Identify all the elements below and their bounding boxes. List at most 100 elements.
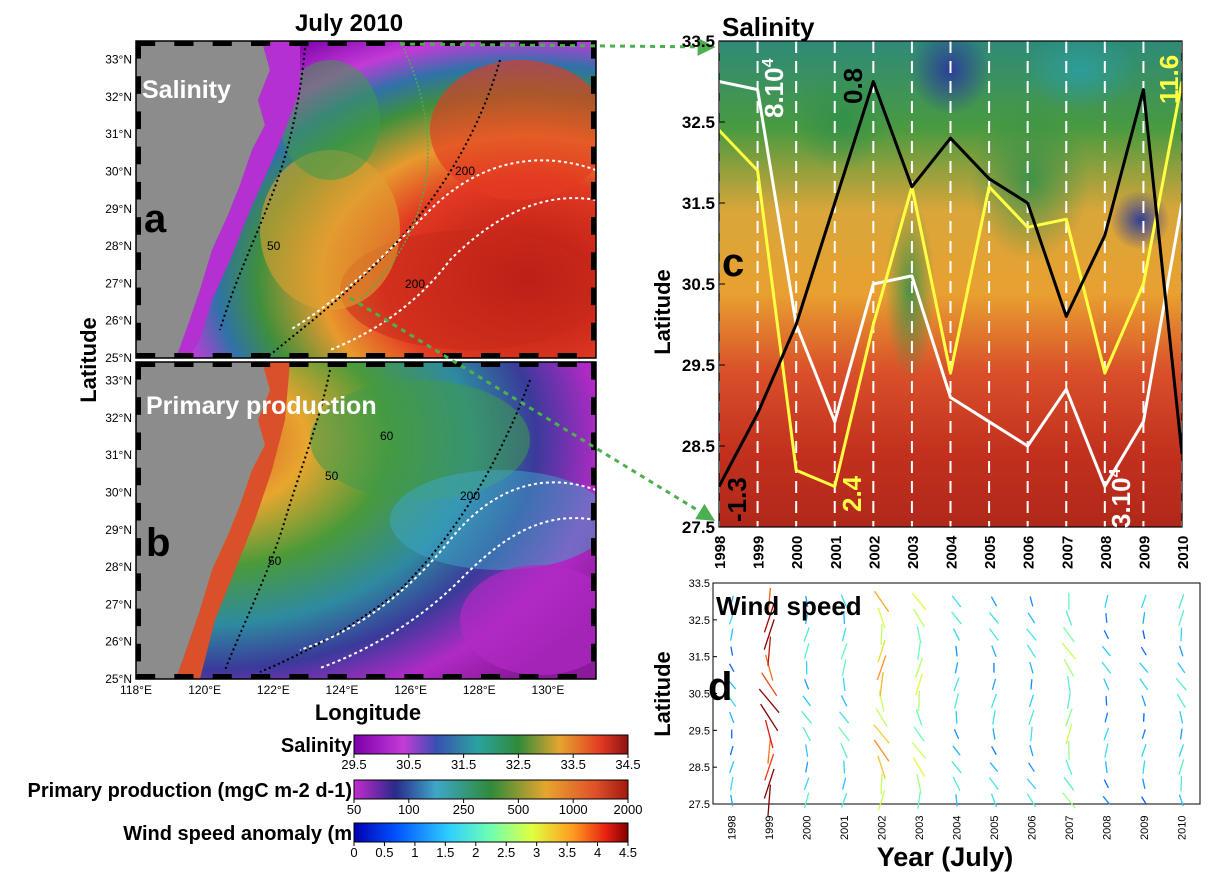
wind-vector [1175, 677, 1187, 691]
wind-vector [1141, 729, 1146, 739]
map-frame-ticks [591, 432, 596, 451]
colorbar-production: Primary production (mgC m-2 d-1) 50 100 25… [28, 779, 642, 817]
wind-vector [1178, 759, 1185, 776]
wind-vector [767, 587, 772, 615]
wind-vector [1029, 596, 1034, 607]
wind-vector [805, 595, 809, 607]
wind-vector [803, 643, 810, 660]
wind-vector [841, 777, 847, 790]
series-line-yellow [719, 81, 1182, 488]
annotation-3e4-text: 3.10 [1106, 477, 1136, 528]
map-lon-tick-label: 126°E [394, 683, 427, 697]
map-frame-ticks [136, 362, 141, 380]
wind-vector [842, 677, 846, 692]
map-lat-tick-label: 28°N [105, 239, 132, 253]
map-frame-ticks [591, 643, 596, 662]
wind-vector [764, 753, 775, 781]
colorbar-tick-label: 50 [347, 802, 361, 817]
map-frame-ticks [251, 41, 271, 46]
panel-c-xtick-label: 2010 [1175, 536, 1192, 569]
wind-vector [955, 794, 958, 807]
wind-vector [1178, 645, 1184, 657]
wind-vector [805, 744, 809, 757]
wind-vector [839, 711, 850, 724]
panel-c-xtick-label: 2001 [828, 536, 845, 569]
wind-vector [954, 662, 959, 674]
colorbar-tick-label: 1 [411, 845, 418, 860]
wind-vector [767, 737, 772, 764]
map-b-isobath-label-1: 50 [325, 469, 339, 483]
map-lat-tick-label: 33°N [105, 374, 132, 388]
panel-c-ytick-label: 28.5 [682, 437, 715, 456]
wind-vector [877, 755, 886, 779]
map-frame-ticks [251, 674, 271, 679]
wind-vector [1103, 630, 1110, 640]
map-b-isobath-label-4: 50 [268, 554, 282, 568]
wind-vector [804, 611, 809, 625]
wind-vector [1140, 646, 1147, 656]
wind-vector [805, 761, 809, 773]
map-lat-tick-label: 27°N [105, 597, 132, 611]
wind-vector [1180, 776, 1183, 792]
wind-vector [727, 694, 737, 707]
wind-vector [840, 642, 848, 660]
wind-vector [840, 742, 848, 759]
map-frame-ticks [519, 674, 539, 679]
map-frame-ticks [591, 287, 596, 306]
wind-vector [763, 603, 775, 633]
panel-d-xtick-label: 2002 [877, 816, 889, 840]
annotation-2-4: 2.4 [837, 475, 867, 512]
wind-vector [955, 711, 958, 724]
panel-d-xtick-label: 2005 [989, 816, 1001, 840]
wind-vector [838, 726, 850, 742]
panel-c-xtick-label: 2007 [1059, 536, 1076, 569]
map-b-teal-band [390, 470, 596, 570]
map-b-isobath-50 [224, 369, 331, 671]
map-frame-ticks [136, 76, 141, 94]
wind-vector [989, 777, 999, 791]
map-frame-ticks [591, 252, 596, 270]
wind-vector [991, 746, 997, 756]
map-frame-ticks [174, 674, 194, 679]
map-frame-ticks [136, 432, 141, 451]
wind-vector [1176, 693, 1186, 708]
wind-vector [1103, 779, 1109, 789]
map-a-coastal-plume [176, 41, 300, 358]
map-a-contour-white-1 [289, 159, 596, 331]
wind-vector [767, 784, 772, 817]
panel-c-xtick-label: 2008 [1098, 536, 1115, 569]
wind-vector [1061, 642, 1077, 660]
wind-vector [877, 607, 886, 629]
wind-vector [1062, 792, 1076, 809]
panel-d-xtick-label: 2006 [1026, 816, 1038, 840]
map-frame-ticks [591, 502, 596, 521]
panel-c-series [719, 80, 1182, 488]
series-line-black [719, 80, 1182, 488]
colorbar-tick-label: 1000 [559, 802, 588, 817]
wind-vector [1142, 760, 1146, 774]
wind-vector [1178, 593, 1185, 609]
wind-vector [1179, 711, 1184, 724]
map-a-salinity [136, 41, 596, 358]
wind-vector [873, 739, 890, 762]
wind-vector [765, 654, 774, 681]
annotation-11-6: 11.6 [1154, 55, 1184, 104]
map-lat-tick-label: 30°N [105, 165, 132, 179]
connector-arrow-bottom [349, 296, 716, 521]
map-frame-ticks [442, 674, 462, 679]
wind-vector [763, 768, 775, 799]
panel-c-xtick-label: 2000 [789, 536, 806, 569]
panel-c-green-patch-1 [885, 200, 935, 380]
wind-vector [1139, 678, 1149, 691]
wind-vector [727, 679, 737, 690]
wind-vector [1179, 728, 1183, 740]
wind-vector [767, 636, 772, 666]
wind-vector [1103, 678, 1110, 691]
map-b-green-band [310, 380, 530, 500]
map-lat-tick-label: 31°N [105, 127, 132, 141]
wind-vector [1104, 712, 1109, 723]
wind-vector [952, 745, 961, 756]
panel-d-xtick-label: 1998 [727, 816, 739, 840]
wind-vector [804, 678, 810, 690]
panel-d-xtick-label: 2003 [914, 816, 926, 840]
